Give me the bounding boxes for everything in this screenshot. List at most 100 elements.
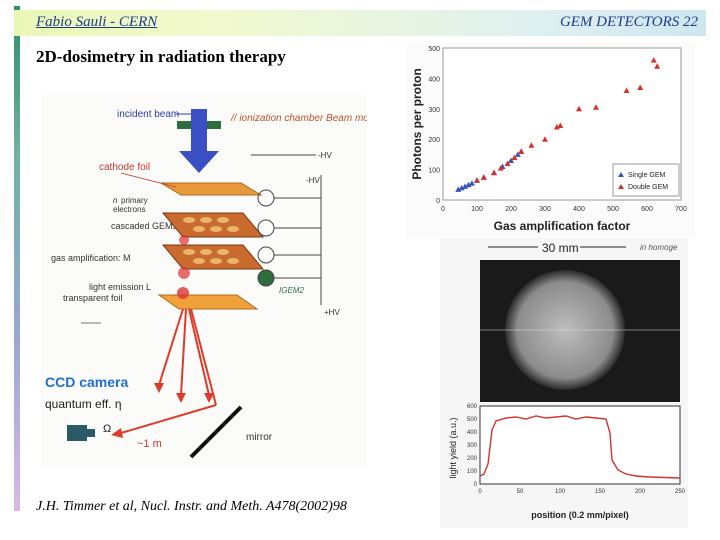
- ccd-camera-label: CCD camera: [45, 374, 128, 390]
- profile-y-tick: 600: [467, 404, 478, 410]
- igem-label: IGEM2: [279, 286, 304, 295]
- x-tick-label: 0: [441, 206, 445, 213]
- double-gem-point: [474, 177, 480, 183]
- y-tick-label: 400: [428, 76, 440, 83]
- profile-x-tick: 0: [478, 489, 482, 495]
- mirror-label: mirror: [246, 432, 273, 443]
- double-gem-point: [511, 154, 518, 160]
- double-gem-point: [553, 124, 560, 130]
- double-gem-point: [480, 174, 487, 180]
- profile-y-tick: 300: [467, 443, 478, 449]
- scale-label: 30 mm: [542, 241, 579, 255]
- single-gem-point: [508, 157, 514, 163]
- hv-label-2: -HV: [306, 176, 320, 185]
- gas-amplification-label: gas amplification: M: [51, 253, 131, 263]
- cathode-pointer: [120, 172, 177, 188]
- slide-title: 2D-dosimetry in radiation therapy: [36, 47, 286, 66]
- setup-diagram: incident beam // ionization chamber Beam…: [41, 95, 367, 468]
- meter-3: [257, 246, 275, 264]
- handwritten-annotation: // ionization chamber Beam monitor: [230, 113, 367, 124]
- double-gem-point: [528, 142, 535, 148]
- hv-label-3: +HV: [324, 308, 340, 317]
- chart-xlabel: Gas amplification factor: [494, 219, 631, 233]
- single-gem-point: [514, 151, 521, 157]
- y-tick-label: 500: [428, 46, 440, 53]
- profile-x-tick: 50: [517, 489, 524, 495]
- profile-y-tick: 400: [467, 430, 478, 436]
- y-tick-label: 300: [428, 107, 440, 114]
- gem-foil-2: [161, 244, 265, 270]
- double-gem-point: [623, 87, 630, 94]
- omega-label: Ω: [103, 423, 111, 435]
- quantum-eff-label: quantum eff. η: [45, 397, 122, 411]
- double-gem-point: [557, 122, 564, 129]
- profile-y-tick: 500: [467, 417, 478, 423]
- x-tick-label: 200: [505, 206, 517, 213]
- beam-arrow-head: [179, 151, 219, 173]
- profile-y-tick: 100: [467, 469, 478, 475]
- double-gem-point: [637, 84, 644, 91]
- profile-ylabel: light yield (a.u.): [448, 417, 458, 478]
- x-tick-label: 400: [573, 206, 585, 213]
- meter-1: [257, 189, 275, 207]
- light-emission-label: light emission L: [89, 282, 151, 292]
- double-gem-point: [576, 105, 582, 112]
- cascaded-gems-label: cascaded GEMs: [111, 221, 178, 231]
- profile-y-tick: 0: [474, 482, 478, 488]
- x-tick-label: 700: [675, 206, 687, 213]
- profile-curve: [479, 415, 681, 479]
- transparent-foil: [157, 294, 259, 310]
- legend-single-gem: Single GEM: [628, 172, 666, 179]
- single-gem-point: [468, 180, 475, 186]
- chart-legend: [612, 163, 680, 197]
- header-section: GEM DETECTORS 22: [559, 14, 698, 30]
- meter-igem: [257, 269, 275, 287]
- double-gem-point: [650, 57, 657, 63]
- profile-x-tick: 150: [595, 489, 606, 495]
- profile-xlabel: position (0.2 mm/pixel): [531, 510, 629, 520]
- single-gem-point: [462, 183, 469, 189]
- n-label: n: [113, 196, 118, 205]
- light-yield-panel: 30 mm in homoge light yield (a.u.) posit…: [440, 238, 688, 528]
- x-tick-label: 300: [539, 206, 551, 213]
- single-gem-point: [458, 184, 465, 191]
- gain-scatter-chart: Photons per proton Gas amplification fac…: [407, 42, 695, 238]
- profile-x-tick: 200: [635, 489, 646, 495]
- cathode-foil-label: cathode foil: [99, 162, 150, 173]
- header-bar: [14, 10, 706, 36]
- cathode-foil: [159, 182, 263, 196]
- gem-foil-1: [161, 212, 265, 238]
- y-tick-label: 100: [428, 168, 440, 175]
- x-tick-label: 600: [641, 206, 653, 213]
- electrons-label: electrons: [113, 205, 145, 214]
- single-gem-point: [455, 186, 462, 192]
- beam-arrow-shaft: [191, 109, 207, 151]
- ccd-camera-body: [67, 425, 87, 441]
- double-gem-point: [504, 160, 511, 167]
- header-author: Fabio Sauli - CERN: [36, 14, 158, 30]
- profile-x-tick: 250: [675, 489, 686, 495]
- handwritten-note: in homoge: [640, 243, 678, 252]
- double-gem-point: [593, 104, 599, 110]
- double-gem-point: [518, 148, 525, 154]
- mirror: [189, 405, 243, 459]
- profile-x-tick: 100: [555, 489, 566, 495]
- hv-label-1: -HV: [318, 151, 332, 160]
- incident-beam-label: incident beam: [117, 109, 179, 120]
- legend-double-gem: Double GEM: [628, 184, 668, 191]
- meter-2: [257, 219, 275, 237]
- double-gem-point: [654, 63, 661, 69]
- left-accent-bar: [14, 6, 20, 511]
- transparent-foil-label: transparent foil: [63, 293, 123, 303]
- citation: J.H. Timmer et al, Nucl. Instr. and Meth…: [36, 499, 347, 514]
- profile-y-tick: 200: [467, 456, 478, 462]
- x-tick-label: 100: [471, 206, 483, 213]
- single-gem-point: [465, 181, 472, 188]
- distance-label: ~1 m: [137, 438, 162, 450]
- y-tick-label: 0: [436, 198, 440, 205]
- profile-plot-area: [479, 405, 681, 485]
- double-gem-point: [542, 136, 548, 142]
- light-rays: [158, 308, 217, 406]
- chart-ylabel: Photons per proton: [410, 68, 424, 179]
- primary-label: primary: [121, 196, 148, 205]
